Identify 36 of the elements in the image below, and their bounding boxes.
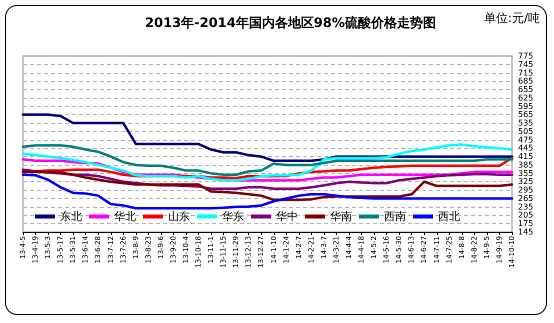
y-tick-label: 235 xyxy=(518,202,534,212)
line-series xyxy=(22,143,514,182)
line-series xyxy=(22,170,514,202)
y-tick-label: 295 xyxy=(518,186,534,195)
y-tick-label: 175 xyxy=(518,219,534,228)
y-tick-label: 625 xyxy=(518,93,534,102)
y-tick-label: 775 xyxy=(518,52,534,60)
y-tick-label: 565 xyxy=(518,110,534,120)
y-tick-label: 595 xyxy=(518,102,534,111)
y-tick-label: 505 xyxy=(518,126,534,136)
legend-label: 华中 xyxy=(276,210,298,223)
y-tick-label: 685 xyxy=(518,76,534,86)
legend-label: 华南 xyxy=(330,210,352,223)
legend-label: 西南 xyxy=(384,210,406,223)
y-tick-label: 475 xyxy=(518,135,534,144)
chart-title: 2013年-2014年国内各地区98%硫酸价格走势图 xyxy=(145,15,436,31)
text: 单位:元/吨 xyxy=(484,11,540,25)
legend-label: 西北 xyxy=(438,210,460,223)
line-series xyxy=(22,173,514,210)
legend-label: 山东 xyxy=(168,210,190,223)
y-tick-label: 385 xyxy=(518,160,534,170)
y-tick-label: 715 xyxy=(518,68,534,78)
y-tick-label: 445 xyxy=(518,144,534,153)
y-tick-label: 535 xyxy=(518,118,534,128)
y-tick-label: 655 xyxy=(518,85,534,94)
y-tick-label: 745 xyxy=(518,60,534,69)
y-tick-label: 145 xyxy=(518,228,534,236)
y-tick-label: 325 xyxy=(518,177,534,186)
y-tick-label: 355 xyxy=(518,168,534,178)
legend-label: 华东 xyxy=(222,210,244,223)
legend-label: 东北 xyxy=(60,210,82,223)
line-series xyxy=(22,144,514,176)
y-tick-label: 265 xyxy=(518,194,534,203)
y-tick-label: 415 xyxy=(518,152,534,162)
legend-label: 华北 xyxy=(114,210,136,223)
y-tick-label: 205 xyxy=(518,210,534,220)
